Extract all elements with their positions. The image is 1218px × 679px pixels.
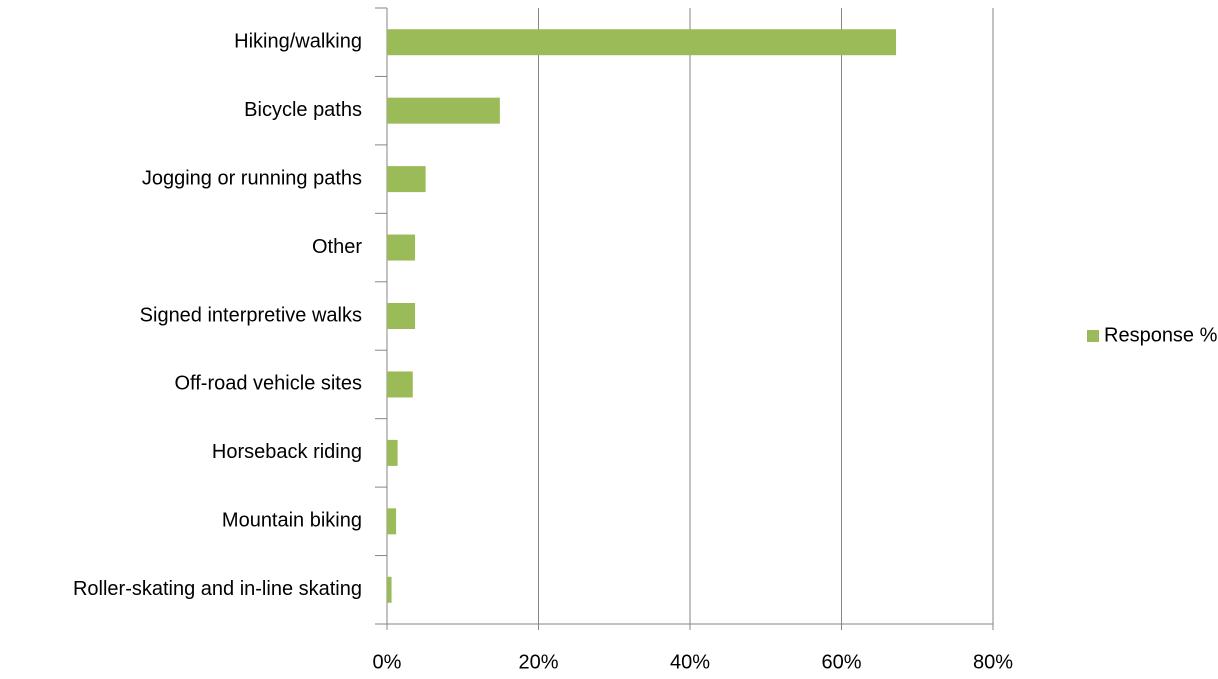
x-tick-label: 0% [373, 651, 402, 673]
y-tick-label: Bicycle paths [244, 99, 362, 121]
bar [387, 29, 897, 56]
y-tick-label: Other [312, 236, 362, 258]
y-tick-label: Hiking/walking [234, 31, 362, 53]
bar [387, 234, 416, 261]
x-tick-label: 60% [821, 651, 861, 673]
bar [387, 508, 397, 535]
legend-label: Response % [1104, 324, 1218, 346]
bar [387, 439, 398, 466]
y-tick-label: Signed interpretive walks [140, 304, 362, 326]
y-tick-label: Off-road vehicle sites [175, 373, 363, 395]
x-tick-label: 40% [670, 651, 710, 673]
bar [387, 371, 413, 398]
legend-swatch [1087, 330, 1099, 342]
bar [387, 576, 392, 603]
bar [387, 166, 426, 193]
x-tick-label: 20% [518, 651, 558, 673]
y-tick-label: Horseback riding [212, 441, 362, 463]
bar [387, 303, 416, 329]
y-tick-label: Jogging or running paths [142, 167, 362, 189]
y-tick-label: Mountain biking [222, 510, 362, 532]
x-tick-label: 80% [973, 651, 1013, 673]
y-tick-label: Roller-skating and in-line skating [73, 578, 362, 600]
bar [387, 97, 500, 124]
